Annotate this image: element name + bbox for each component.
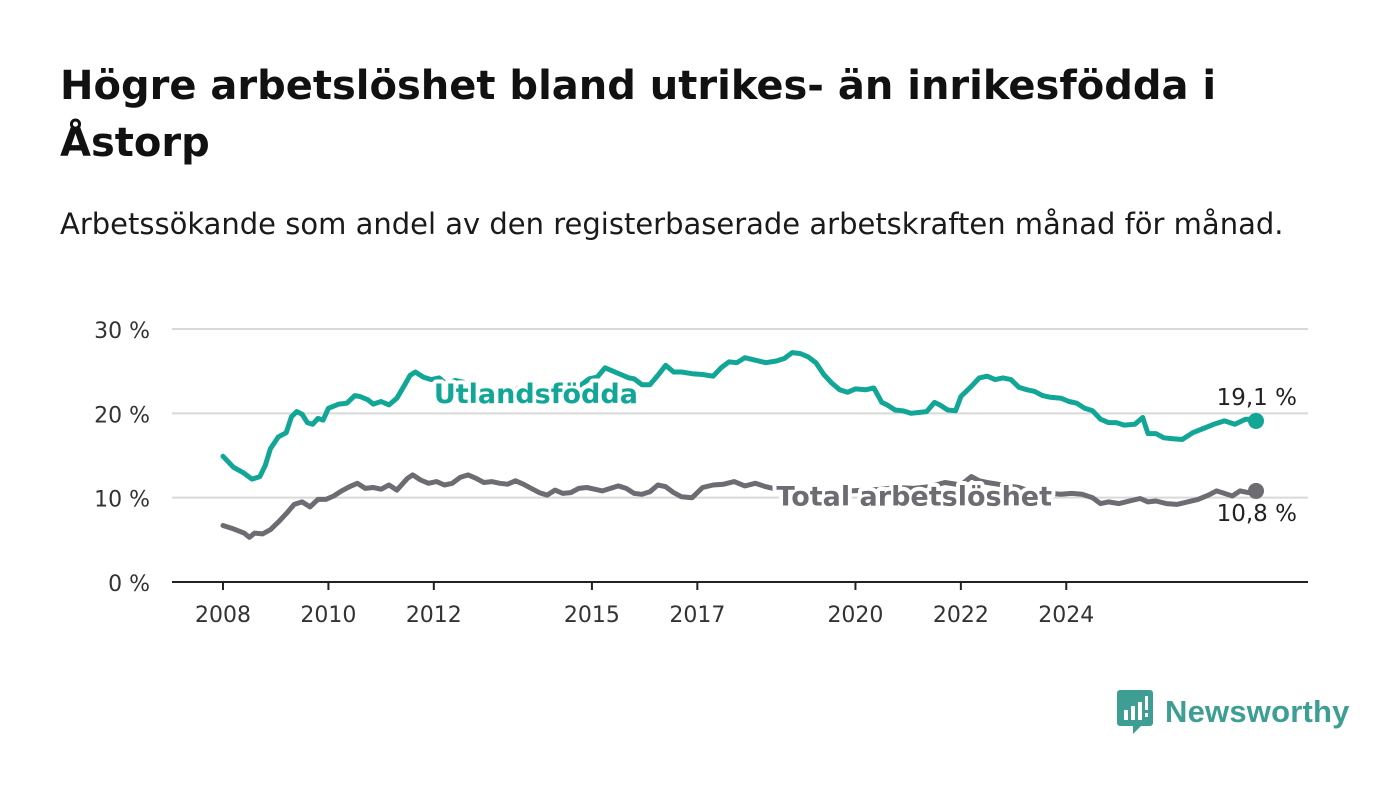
x-tick-label: 2024	[1038, 603, 1094, 628]
x-tick-label: 2017	[669, 603, 725, 628]
x-tick-label: 2020	[827, 603, 883, 628]
chart-title: Högre arbetslöshet bland utrikes- än inr…	[60, 63, 1217, 166]
y-tick-label: 0 %	[108, 572, 150, 597]
newsworthy-logo: Newsworthy	[1117, 690, 1350, 734]
end-value-label: 19,1 %	[1217, 385, 1297, 411]
end-value-label: 10,8 %	[1217, 501, 1297, 527]
y-tick-label: 30 %	[94, 319, 150, 344]
y-tick-label: 20 %	[94, 403, 150, 428]
series-end-point	[1248, 412, 1264, 429]
series-label: Total arbetslöshet	[776, 481, 1052, 512]
x-tick-label: 2010	[300, 603, 356, 628]
brand-name: Newsworthy	[1165, 694, 1350, 729]
bar-chart-logo-icon	[1117, 690, 1153, 734]
chart-subtitle: Arbetssökande som andel av den registerb…	[60, 207, 1284, 241]
x-tick-label: 2022	[933, 603, 989, 628]
x-tick-label: 2008	[195, 603, 251, 628]
series-end-point	[1248, 482, 1264, 499]
series-line	[220, 350, 1259, 482]
y-tick-label: 10 %	[94, 488, 150, 513]
x-tick-label: 2015	[564, 603, 620, 628]
series-label: Utlandsfödda	[434, 379, 638, 410]
x-tick-label: 2012	[406, 603, 462, 628]
series-line	[220, 472, 1259, 540]
